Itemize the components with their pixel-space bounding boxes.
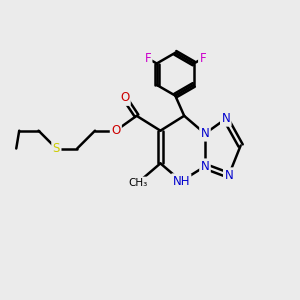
Text: O: O [120,92,129,104]
Text: NH: NH [172,175,190,188]
Text: O: O [111,124,120,137]
Text: F: F [200,52,206,65]
Text: N: N [221,112,230,125]
Text: N: N [224,169,233,182]
Text: N: N [201,127,209,140]
Text: CH₃: CH₃ [128,178,148,188]
Text: S: S [53,142,60,155]
Text: F: F [144,52,151,65]
Text: N: N [201,160,209,173]
